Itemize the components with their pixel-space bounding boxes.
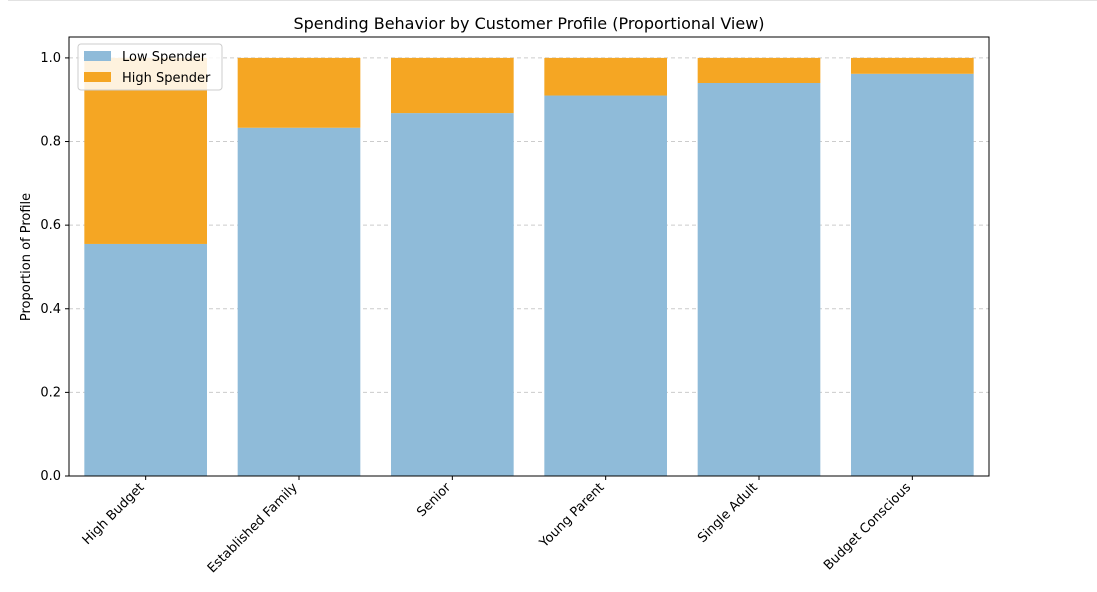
y-tick-label: 0.6 xyxy=(40,218,61,233)
bar-low-spender-single-adult xyxy=(697,82,821,476)
x-tick-label: Established Family xyxy=(205,480,301,576)
y-tick-label: 0.4 xyxy=(40,302,61,317)
bar-low-spender-budget-conscious xyxy=(851,73,974,476)
bar-high-spender-established-family xyxy=(237,57,361,128)
bar-low-spender-young-parent xyxy=(544,95,667,477)
x-tick-label: Young Parent xyxy=(536,480,607,551)
legend-swatch xyxy=(84,51,111,61)
bar-low-spender-high-budget xyxy=(84,243,207,476)
y-tick-label: 0.2 xyxy=(40,385,61,400)
bar-low-spender-senior xyxy=(391,113,514,477)
bar-low-spender-established-family xyxy=(237,127,361,476)
legend-box xyxy=(77,43,223,91)
x-tick-label: Senior xyxy=(414,480,454,520)
legend-swatch xyxy=(84,72,111,82)
plot-frame xyxy=(68,36,990,477)
bars xyxy=(84,57,974,477)
y-axis-label: Proportion of Profile xyxy=(19,193,34,321)
legend: Low Spender High Spender xyxy=(77,43,223,91)
legend-label: High Spender xyxy=(122,71,211,86)
grid-lines xyxy=(69,57,989,393)
x-tick-label: Single Adult xyxy=(695,480,761,546)
top-divider xyxy=(8,0,1097,1)
bar-high-spender-budget-conscious xyxy=(851,57,974,74)
y-tick-label: 1.0 xyxy=(40,51,61,66)
legend-label: Low Spender xyxy=(122,50,207,65)
bar-high-spender-senior xyxy=(391,57,514,114)
x-tick-label: High Budget xyxy=(80,480,148,548)
y-tick-label: 0.0 xyxy=(40,469,61,484)
bar-high-spender-young-parent xyxy=(544,57,667,96)
chart-title: Spending Behavior by Customer Profile (P… xyxy=(293,14,764,33)
y-tick-label: 0.8 xyxy=(40,135,61,150)
x-tick-label: Budget Conscious xyxy=(821,480,914,573)
bar-high-spender-single-adult xyxy=(697,57,821,83)
